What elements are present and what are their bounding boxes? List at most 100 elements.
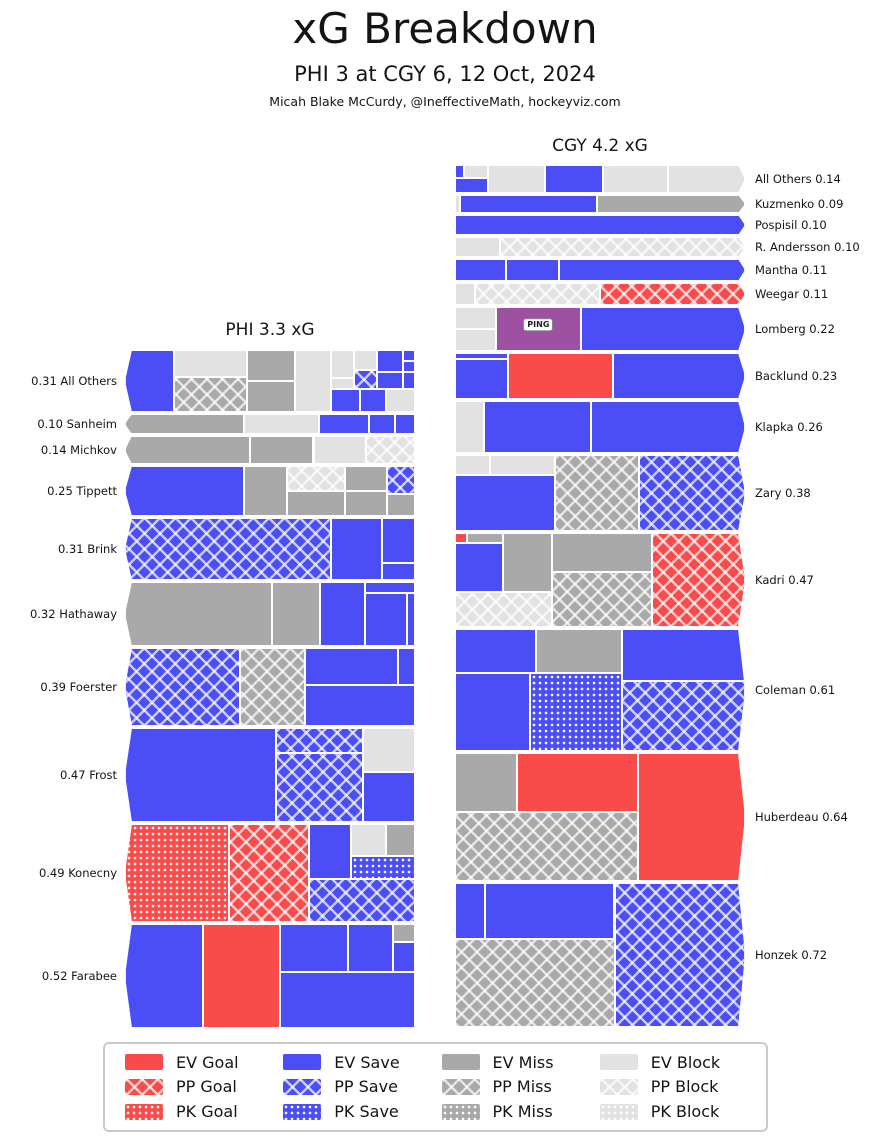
phi-column-header: PHI 3.3 xG: [225, 320, 315, 340]
shot-segment-ev-save: [455, 215, 745, 235]
legend-swatch-pk-goal: [125, 1103, 163, 1120]
player-row-coleman: Coleman 0.61: [455, 629, 835, 751]
player-label-coleman: Coleman 0.61: [755, 683, 836, 697]
shot-segment-ev-save: [622, 629, 745, 681]
shot-segment-ev-block: [354, 350, 378, 371]
shot-segment-ev-save: [381, 562, 415, 580]
shot-segment-pp-save: [622, 681, 745, 751]
legend-swatch-ev-block: [599, 1054, 638, 1071]
shot-segment-ev-save: [280, 924, 349, 972]
legend-swatch-pk-save: [283, 1103, 322, 1120]
shot-segment-ev-miss: [467, 533, 503, 543]
shot-segment-ev-save: [545, 165, 603, 193]
player-label-konecny: 0.49 Konecny: [38, 866, 117, 880]
shot-segment-ev-save: [359, 389, 386, 412]
shot-segment-ev-block: [455, 329, 496, 351]
shot-blocks: [455, 259, 745, 281]
shot-blocks: [125, 350, 415, 412]
shot-segment-ev-save: [381, 518, 415, 563]
shot-segment-ev-miss: [125, 582, 273, 646]
player-row-tippett: 0.25 Tippett: [47, 466, 415, 516]
player-label-foerster: 0.39 Foerster: [40, 680, 117, 694]
shot-segment-ev-save: [506, 259, 560, 281]
player-row-kadri: Kadri 0.47: [455, 533, 814, 627]
player-row-sanheim: 0.10 Sanheim: [37, 414, 415, 434]
player-row-klapka: Klapka 0.26: [455, 401, 823, 453]
player-row-huberdeau: Huberdeau 0.64: [455, 753, 848, 881]
shot-segment-pp-miss: [455, 939, 615, 1027]
shot-segment-ev-miss: [597, 195, 745, 213]
player-row-lomberg: PING Lomberg 0.22: [455, 307, 835, 351]
shot-segment-pp-save: [615, 883, 746, 1027]
shot-segment-ev-save: [581, 307, 745, 351]
legend-label: PK Block: [650, 1102, 720, 1122]
player-row-mantha: Mantha 0.11: [455, 259, 827, 281]
legend-item-ev-goal: EV Goal: [125, 1053, 283, 1072]
shot-blocks: PING: [455, 307, 745, 351]
shot-segment-ev-save: [280, 971, 415, 1028]
player-row-zary: Zary 0.38: [455, 455, 811, 531]
legend-swatch-pp-goal: [125, 1078, 163, 1095]
player-label-mantha: Mantha 0.11: [755, 263, 828, 277]
shot-segment-pp-save: [639, 455, 745, 531]
player-row-brink: 0.31 Brink: [58, 518, 415, 580]
shot-segment-ev-block: [603, 165, 668, 193]
shot-segment-pp-miss: [455, 812, 638, 881]
shot-blocks: [455, 753, 745, 881]
shot-segment-ev-save: [364, 582, 415, 593]
player-row-r-andersson: R. Andersson 0.10: [455, 237, 860, 257]
shot-segment-ev-save: [455, 178, 488, 193]
legend-swatch-pp-save: [283, 1078, 322, 1095]
shot-segment-ev-block: [351, 824, 386, 857]
shot-segment-ev-goal: [203, 924, 281, 1028]
shot-segment-ev-block: [455, 455, 490, 475]
shot-segment-pp-block: [500, 237, 745, 257]
shot-segment-ev-save: [125, 924, 204, 1028]
player-row-farabee: 0.52 Farabee: [42, 924, 415, 1028]
shot-segment-pp-miss: [174, 376, 247, 412]
attribution: Micah Blake McCurdy, @IneffectiveMath, h…: [269, 94, 621, 109]
player-row-michkov: 0.14 Michkov: [41, 436, 415, 464]
shot-segment-pp-save: [125, 518, 331, 580]
shot-segment-ev-miss: [536, 629, 622, 673]
player-label-pospisil: Pospisil 0.10: [755, 218, 827, 232]
shot-blocks: [455, 629, 745, 751]
shot-segment-pp-miss: [552, 572, 652, 627]
shot-segment-pp-save: [125, 648, 241, 726]
legend-swatch-pp-miss: [441, 1078, 480, 1095]
shot-segment-ev-save: [455, 259, 506, 281]
shot-segment-ev-save: [455, 673, 530, 751]
shot-blocks: [455, 165, 745, 193]
shot-blocks: [125, 924, 415, 1028]
shot-blocks: [125, 582, 415, 646]
legend-label: EV Miss: [492, 1052, 554, 1072]
legend-swatch-pp-block: [599, 1078, 638, 1095]
player-label-weegar: Weegar 0.11: [755, 287, 829, 301]
player-label-all-others: All Others 0.14: [755, 172, 841, 186]
shot-segment-ev-miss: [243, 466, 288, 516]
shot-blocks: [125, 824, 415, 922]
legend-label: EV Save: [334, 1052, 400, 1072]
page-title: xG Breakdown: [292, 4, 598, 53]
player-label-huberdeau: Huberdeau 0.64: [755, 810, 848, 824]
shot-segment-ev-block: [490, 455, 555, 475]
shot-segment-ev-save: [377, 350, 404, 372]
shot-segment-pp-miss: [555, 455, 639, 531]
shot-segment-ev-save: [455, 629, 536, 673]
shot-segment-ev-save: [397, 648, 415, 686]
player-label-tippett: 0.25 Tippett: [47, 484, 117, 498]
legend-label: PK Miss: [492, 1102, 553, 1122]
cgy-column-header: CGY 4.2 xG: [552, 136, 648, 156]
shot-segment-ev-block: [455, 401, 484, 453]
shot-segment-ev-save: [406, 592, 415, 646]
shot-segment-ev-save: [455, 543, 503, 592]
shot-segment-ev-save: [455, 883, 485, 939]
shot-segment-ev-miss: [455, 753, 517, 812]
shot-segment-ev-miss: [246, 381, 295, 412]
shot-segment-ev-block: [488, 165, 545, 193]
shot-segment-pk-save: [351, 856, 415, 879]
shot-segment-ev-save: [484, 401, 591, 453]
shot-segment-pp-save: [275, 753, 363, 822]
shot-blocks: [455, 533, 745, 627]
legend-item-pp-block: PP Block: [599, 1077, 758, 1096]
